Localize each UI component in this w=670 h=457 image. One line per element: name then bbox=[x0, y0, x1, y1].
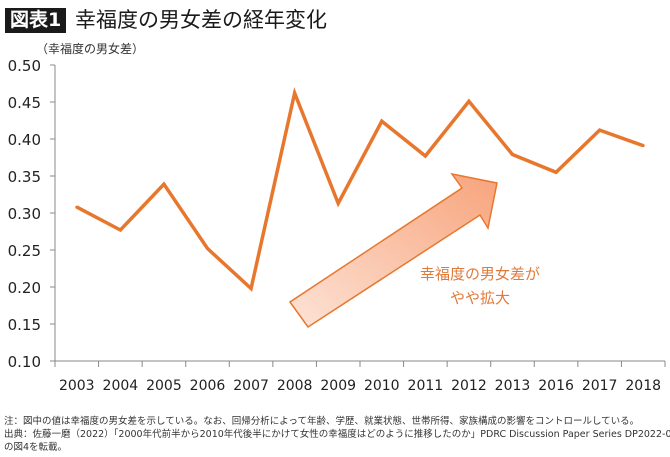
data-point bbox=[467, 99, 471, 103]
x-tick-label: 2005 bbox=[146, 378, 182, 394]
x-tick-label: 2008 bbox=[277, 378, 313, 394]
y-tick-label: 0.45 bbox=[8, 94, 41, 112]
x-tick-label: 2013 bbox=[495, 378, 531, 394]
data-point bbox=[75, 205, 79, 209]
y-tick-label: 0.35 bbox=[8, 168, 41, 186]
x-tick-label: 2006 bbox=[190, 378, 226, 394]
line-chart: 0.10 0.15 0.20 0.25 0.30 0.35 0.40 0.45 0.50 2003… bbox=[8, 57, 666, 394]
annotation-line1: 幸福度の男女差が bbox=[420, 265, 540, 283]
data-point bbox=[641, 144, 645, 148]
data-point bbox=[336, 201, 340, 205]
source-text-cont: の図4を転載。 bbox=[4, 442, 68, 453]
trend-arrow bbox=[288, 172, 498, 329]
footnotes: 注：図中の値は幸福度の男女差を示している。なお、回帰分析によって年齢、学歴、就業… bbox=[4, 415, 670, 454]
y-tick-label: 0.25 bbox=[8, 242, 41, 260]
x-tick-label: 2010 bbox=[364, 378, 400, 394]
x-tick-label: 2018 bbox=[625, 378, 661, 394]
annotation-line2: やや拡大 bbox=[450, 289, 510, 307]
data-point bbox=[206, 247, 209, 251]
x-tick-label: 2009 bbox=[320, 378, 356, 394]
data-point bbox=[380, 119, 384, 123]
data-point bbox=[162, 182, 166, 186]
y-tick-label: 0.20 bbox=[8, 279, 41, 297]
data-point bbox=[293, 91, 297, 95]
data-point bbox=[511, 153, 514, 157]
y-tick-label: 0.15 bbox=[8, 316, 41, 334]
y-tick-label: 0.50 bbox=[8, 57, 41, 75]
chart-title: 幸福度の男女差の経年変化 bbox=[75, 8, 327, 32]
data-line bbox=[75, 87, 644, 292]
data-point bbox=[423, 154, 427, 158]
y-tick-label: 0.40 bbox=[8, 131, 41, 149]
x-tick-label: 2011 bbox=[408, 378, 444, 394]
x-tick-label: 2012 bbox=[451, 378, 487, 394]
note-text: 注：図中の値は幸福度の男女差を示している。なお、回帰分析によって年齢、学歴、就業… bbox=[4, 416, 640, 427]
figure-badge: 図表1 bbox=[5, 8, 67, 33]
source-text: 出典：佐藤一磨（2022）「2000年代前半から2010年代後半にかけて女性の幸… bbox=[4, 429, 670, 440]
data-point bbox=[249, 286, 253, 290]
data-point bbox=[554, 170, 558, 174]
y-tick-label: 0.10 bbox=[8, 353, 41, 371]
x-tick-label: 2016 bbox=[538, 378, 574, 394]
x-tick-label: 2003 bbox=[59, 378, 95, 394]
data-point bbox=[598, 128, 602, 132]
data-point bbox=[118, 228, 122, 232]
y-axis-label: （幸福度の男女差） bbox=[36, 42, 145, 56]
x-tick-label: 2004 bbox=[103, 378, 139, 394]
x-tick-label: 2007 bbox=[233, 378, 269, 394]
x-tick-label: 2017 bbox=[582, 378, 618, 394]
y-tick-label: 0.30 bbox=[8, 205, 41, 223]
